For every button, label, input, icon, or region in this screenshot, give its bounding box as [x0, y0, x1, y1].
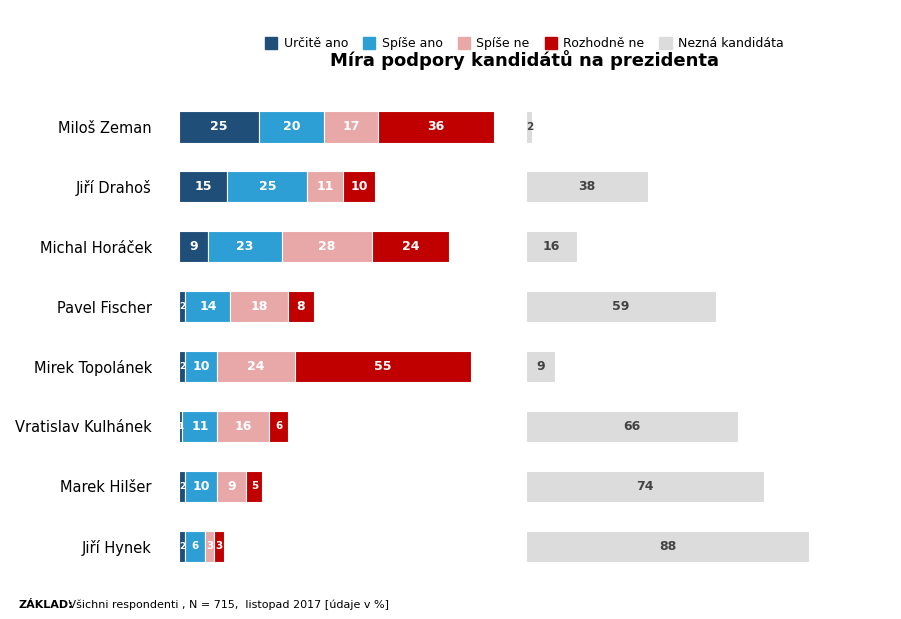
Text: 3: 3	[215, 541, 223, 552]
Text: 74: 74	[636, 480, 654, 493]
Text: Všichni respondenti , N = 715,  listopad 2017 [údaje v %]: Všichni respondenti , N = 715, listopad …	[65, 599, 389, 610]
Bar	[179, 351, 186, 382]
Bar	[179, 471, 186, 502]
Text: 6: 6	[191, 541, 198, 552]
Text: 59: 59	[612, 300, 630, 313]
Text: 2: 2	[179, 482, 186, 491]
Bar	[205, 530, 214, 562]
Bar	[378, 111, 494, 142]
Text: 2: 2	[525, 122, 532, 132]
Bar	[227, 171, 307, 202]
Legend: Určitě ano, Spíše ano, Spíše ne, Rozhodně ne, Nezná kandidáta: Určitě ano, Spíše ano, Spíše ne, Rozhodn…	[259, 32, 789, 55]
Bar	[288, 291, 314, 322]
Text: 1: 1	[177, 422, 184, 431]
Bar	[186, 291, 231, 322]
Text: 6: 6	[275, 422, 282, 431]
Bar	[295, 351, 471, 382]
Bar	[208, 232, 282, 262]
Bar	[179, 111, 259, 142]
Bar	[259, 111, 323, 142]
Text: 2: 2	[179, 542, 186, 551]
Bar	[231, 291, 288, 322]
Text: 10: 10	[350, 180, 368, 193]
Bar	[179, 232, 208, 262]
Text: 55: 55	[374, 360, 392, 373]
Text: 20: 20	[283, 121, 300, 134]
Text: 14: 14	[199, 300, 216, 313]
Text: 3: 3	[205, 541, 214, 552]
Text: 24: 24	[247, 360, 265, 373]
Text: 10: 10	[193, 480, 210, 493]
Bar	[526, 530, 809, 562]
Text: 25: 25	[259, 180, 276, 193]
Title: Míra podpory kandidátů na prezidenta: Míra podpory kandidátů na prezidenta	[330, 50, 719, 71]
Bar	[526, 471, 764, 502]
Bar	[526, 171, 648, 202]
Bar	[186, 351, 217, 382]
Bar	[186, 471, 217, 502]
Bar	[268, 411, 288, 442]
Bar	[179, 291, 186, 322]
Bar	[217, 471, 247, 502]
Bar	[217, 351, 295, 382]
Text: 24: 24	[402, 240, 419, 253]
Bar	[372, 232, 449, 262]
Bar	[526, 351, 555, 382]
Bar	[179, 171, 227, 202]
Text: 36: 36	[427, 121, 445, 134]
Text: 9: 9	[228, 480, 236, 493]
Text: 88: 88	[659, 540, 676, 553]
Bar	[323, 111, 378, 142]
Text: ZÁKLAD:: ZÁKLAD:	[18, 600, 73, 610]
Bar	[307, 171, 343, 202]
Text: 38: 38	[578, 180, 596, 193]
Text: 66: 66	[623, 420, 641, 433]
Bar	[526, 232, 578, 262]
Bar	[526, 411, 738, 442]
Text: 2: 2	[179, 362, 186, 371]
Bar	[186, 530, 205, 562]
Bar	[214, 530, 224, 562]
Text: 8: 8	[296, 300, 305, 313]
Bar	[247, 471, 262, 502]
Text: 25: 25	[210, 121, 228, 134]
Text: 16: 16	[234, 420, 252, 433]
Bar	[217, 411, 268, 442]
Text: 28: 28	[318, 240, 335, 253]
Bar	[526, 291, 715, 322]
Text: 18: 18	[250, 300, 268, 313]
Text: 5: 5	[250, 482, 258, 491]
Text: 11: 11	[191, 420, 208, 433]
Bar	[179, 411, 182, 442]
Bar	[343, 171, 375, 202]
Text: 11: 11	[316, 180, 334, 193]
Bar	[282, 232, 372, 262]
Text: 15: 15	[195, 180, 212, 193]
Bar	[526, 111, 532, 142]
Text: 9: 9	[189, 240, 197, 253]
Bar	[179, 530, 186, 562]
Text: 10: 10	[193, 360, 210, 373]
Text: 2: 2	[179, 302, 186, 311]
Bar	[182, 411, 217, 442]
Text: 9: 9	[536, 360, 545, 373]
Text: 16: 16	[543, 240, 560, 253]
Text: 17: 17	[342, 121, 359, 134]
Text: 23: 23	[236, 240, 253, 253]
